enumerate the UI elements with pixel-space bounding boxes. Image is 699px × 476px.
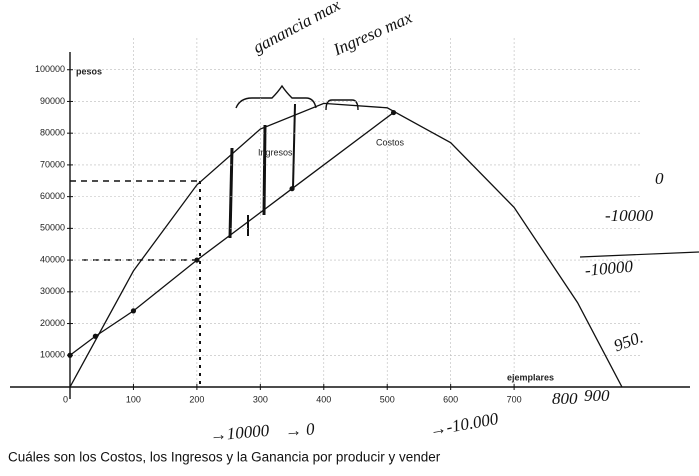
question: Cuáles son los Costos, los Ingresos y la… [8,450,441,465]
y-axis-label: pesos [76,66,102,76]
y-tick-label: 50000 [40,223,65,233]
annotation: ganancia max [250,0,344,57]
origin-label: 0 [63,394,68,404]
annotation: Ingreso max [330,8,416,60]
y-tick-label: 10000 [40,350,65,360]
x-tick-label: 100 [126,394,141,404]
y-tick-label: 90000 [40,96,65,106]
y-tick-label: 80000 [40,128,65,138]
y-tick-label: 100000 [35,64,65,74]
annotation: -10000 [584,257,634,280]
annotation: 0 [655,169,664,188]
series-label: Costos [376,137,405,147]
annotation: -10000 [605,206,654,225]
x-tick-label: 200 [189,394,204,404]
point [92,333,98,339]
annotation: →10000 [209,421,270,445]
handwritten-marks [70,84,699,387]
annotation: →-10.000 [428,409,500,440]
annotation: → 0 [284,419,316,441]
annotation: 950. [611,327,645,355]
y-tick-label: 60000 [40,191,65,201]
y-tick-label: 70000 [40,159,65,169]
x-tick-label: 600 [443,394,458,404]
point [390,109,397,116]
annotation: 800 [552,389,578,408]
point [67,352,73,358]
series-label: Ingresos [258,147,293,157]
point [289,186,295,192]
series-line [69,102,623,388]
x-tick-label: 500 [380,394,395,404]
y-tick-label: 30000 [40,286,65,296]
y-tick-label: 20000 [40,318,65,328]
x-tick-label: 400 [316,394,331,404]
point [194,257,200,263]
x-tick-label: 700 [507,394,522,404]
y-tick-label: 40000 [40,254,65,264]
x-tick-label: 300 [253,394,268,404]
point [130,308,137,314]
series-line [69,112,394,356]
annotation: 900 [584,386,610,405]
x-axis-label: ejemplares [507,372,554,382]
